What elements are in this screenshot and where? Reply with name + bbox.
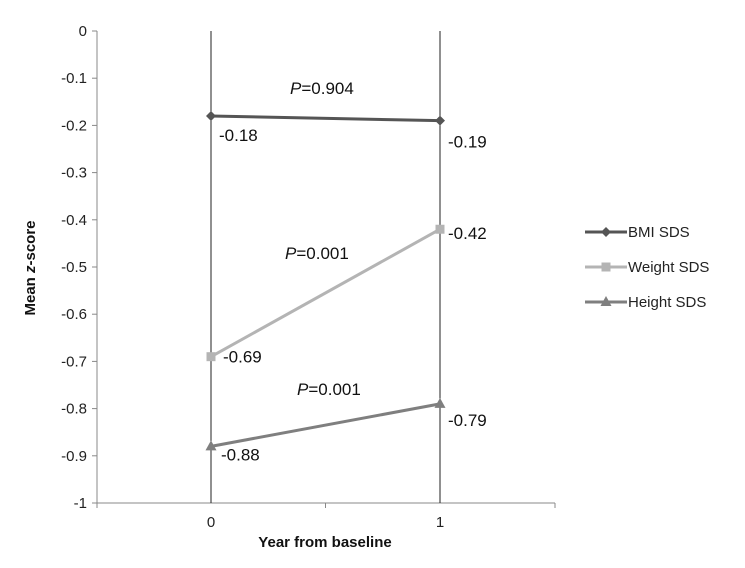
data-point xyxy=(206,352,216,362)
y-axis-title-part-3: -score xyxy=(22,220,39,265)
p-value-annotation: P=0.904 xyxy=(290,79,354,98)
y-tick-label: -0.3 xyxy=(61,165,87,182)
data-label: -0.19 xyxy=(448,133,487,152)
y-tick-label: -0.8 xyxy=(61,401,87,418)
data-point xyxy=(435,115,445,126)
data-point xyxy=(434,397,446,408)
x-tick-label: 1 xyxy=(436,514,444,531)
p-value-annotation: P=0.001 xyxy=(297,380,361,399)
y-tick-label: -0.7 xyxy=(61,353,87,370)
data-label: -0.42 xyxy=(448,224,487,243)
y-tick-label: -0.4 xyxy=(61,212,87,229)
y-tick-label: -0.1 xyxy=(61,70,87,87)
p-value-p: P xyxy=(285,244,297,263)
data-point xyxy=(206,110,216,121)
data-label: -0.18 xyxy=(219,126,258,145)
legend-label: BMI SDS xyxy=(628,224,690,241)
y-tick-label: -0.9 xyxy=(61,448,87,465)
legend-item: Weight SDS xyxy=(585,259,709,276)
legend-swatch-marker xyxy=(600,296,612,306)
y-tick-label: -1 xyxy=(74,495,87,512)
legend-item: Height SDS xyxy=(585,294,706,311)
legend-swatch-marker xyxy=(601,262,611,272)
p-value-number: =0.904 xyxy=(301,79,353,98)
y-tick-label: -0.6 xyxy=(61,306,87,323)
y-tick-label: -0.5 xyxy=(61,259,87,276)
p-value-number: =0.001 xyxy=(308,380,360,399)
y-axis-title-italic-z: z xyxy=(22,265,39,274)
legend-label: Weight SDS xyxy=(628,259,709,276)
y-tick-label: -0.2 xyxy=(61,117,87,134)
p-value-number: =0.001 xyxy=(296,244,348,263)
p-value-annotation: P=0.001 xyxy=(285,244,349,263)
legend-swatch-marker xyxy=(601,227,611,237)
y-axis-title-part-1: Mean xyxy=(22,273,39,316)
series-line xyxy=(210,227,441,358)
series-line xyxy=(210,402,441,448)
y-tick-label: 0 xyxy=(79,23,87,40)
y-axis-title: Mean z-score xyxy=(22,220,39,315)
legend-item: BMI SDS xyxy=(585,224,690,241)
x-axis-title: Year from baseline xyxy=(258,534,391,551)
p-value-p: P xyxy=(297,380,309,399)
data-point xyxy=(205,440,217,451)
legend-label: Height SDS xyxy=(628,294,706,311)
x-tick-label: 0 xyxy=(207,514,215,531)
data-point xyxy=(435,224,445,234)
data-label: -0.88 xyxy=(221,445,260,464)
p-value-p: P xyxy=(290,79,302,98)
data-label: -0.79 xyxy=(448,411,487,430)
data-label: -0.69 xyxy=(223,348,262,367)
series-line xyxy=(210,114,441,123)
